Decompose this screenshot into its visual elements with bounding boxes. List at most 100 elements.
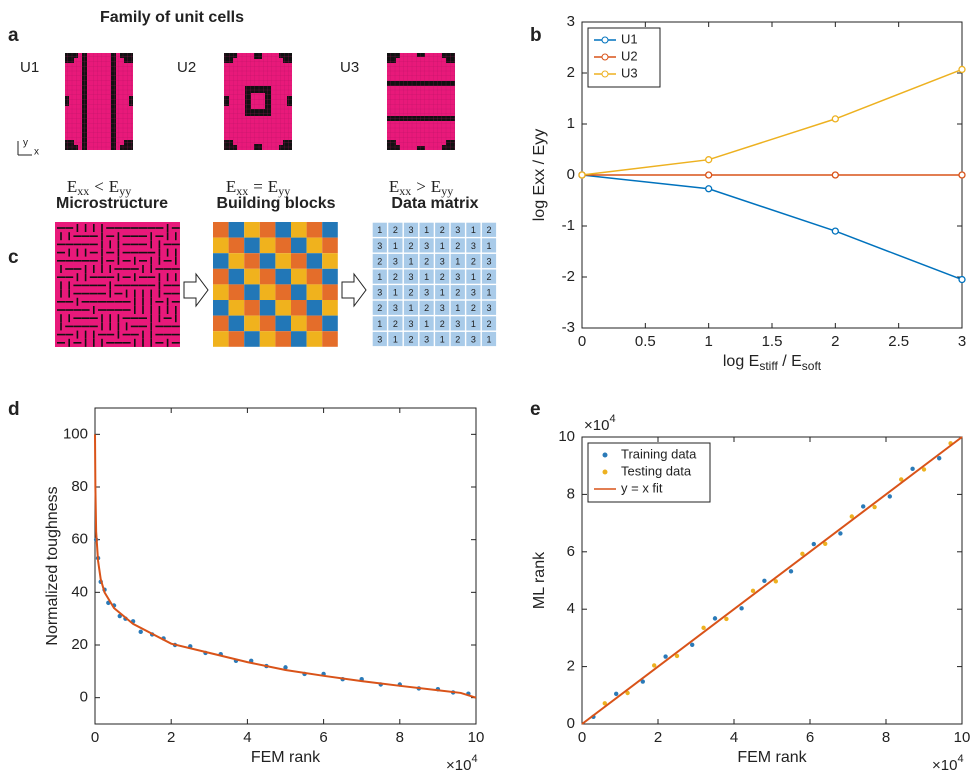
matrix-cell xyxy=(388,253,403,269)
building-block xyxy=(228,315,245,332)
matrix-cell xyxy=(388,285,403,300)
point xyxy=(652,663,657,668)
marker xyxy=(831,115,839,123)
building-block xyxy=(291,222,307,238)
section-title: Family of unit cells xyxy=(100,9,244,26)
x-tick-label: 10 xyxy=(468,729,485,746)
matrix-cell xyxy=(388,238,403,253)
point xyxy=(872,504,877,510)
point xyxy=(910,466,915,472)
matrix-value: 3 xyxy=(424,241,429,251)
building-block xyxy=(244,331,260,347)
relation-part: < xyxy=(94,177,104,196)
matrix-value: 3 xyxy=(408,319,413,329)
matrix-cell xyxy=(372,300,387,315)
y-tick-label: 3 xyxy=(567,13,575,30)
microstructure xyxy=(55,222,180,347)
matrix-cell xyxy=(481,238,497,253)
y-tick-label: 0 xyxy=(567,166,575,183)
building-block xyxy=(322,237,338,254)
building-block xyxy=(322,315,338,332)
point xyxy=(640,679,645,684)
building-block xyxy=(244,253,260,269)
multiplier-exp: 4 xyxy=(957,753,963,765)
matrix-value: 1 xyxy=(486,241,491,251)
line xyxy=(581,174,963,281)
relation-part: E xyxy=(431,177,441,196)
axis-multiplier: ×104 xyxy=(584,413,616,434)
matrix-cell xyxy=(403,331,419,347)
matrix-value: 2 xyxy=(471,256,476,266)
legend-marker xyxy=(601,70,609,78)
point xyxy=(614,691,619,697)
point xyxy=(838,531,843,536)
matrix-value: 1 xyxy=(377,319,382,329)
matrix-cell xyxy=(419,300,434,315)
point xyxy=(138,629,143,635)
y-tick-label: 20 xyxy=(71,636,88,653)
matrix-value: 1 xyxy=(471,272,476,282)
y-tick-label: -3 xyxy=(562,319,575,336)
y-tick-label: 2 xyxy=(567,64,575,81)
multiplier-base: ×10 xyxy=(446,757,471,774)
matrix-value: 2 xyxy=(440,272,445,282)
fit-line xyxy=(581,436,963,725)
legend-label: Testing data xyxy=(621,463,692,478)
x-tick-label: 3 xyxy=(958,333,966,350)
building-block xyxy=(322,331,338,347)
x-tick-label: 4 xyxy=(243,729,251,746)
matrix-cell xyxy=(372,331,387,347)
matrix-value: 2 xyxy=(377,256,382,266)
building-block xyxy=(228,268,245,285)
x-tick-label: 1 xyxy=(704,333,712,350)
y-tick-label: 10 xyxy=(558,428,575,445)
multiplier-exp: 4 xyxy=(609,413,615,425)
relation: Exx = Eyy xyxy=(226,177,290,198)
y-axis-label: Normalized toughness xyxy=(44,486,61,645)
x-tick-label: 2 xyxy=(654,729,662,746)
matrix-value: 2 xyxy=(471,303,476,313)
building-block xyxy=(275,222,291,238)
building-block xyxy=(306,268,323,285)
building-block xyxy=(259,331,276,347)
building-block xyxy=(213,237,229,254)
matrix-cell xyxy=(481,269,497,284)
building-block xyxy=(244,268,260,285)
cell-grid xyxy=(65,53,133,150)
building-block xyxy=(259,237,276,254)
x-axis-label-part: stiff xyxy=(759,359,778,373)
matrix-cell xyxy=(403,253,419,269)
matrix-value: 1 xyxy=(455,303,460,313)
legend-marker xyxy=(602,469,608,475)
multiplier-base: ×10 xyxy=(584,417,609,434)
building-block xyxy=(259,222,276,238)
point xyxy=(625,690,630,696)
matrix-cell xyxy=(388,316,403,331)
marker xyxy=(958,65,966,74)
matrix-cell xyxy=(403,300,419,315)
building-block xyxy=(306,222,323,238)
building-block xyxy=(228,222,245,238)
matrix-cell xyxy=(450,238,465,253)
matrix-value: 2 xyxy=(393,225,398,235)
x-axis-label: log Estiff / Esoft xyxy=(723,353,822,373)
matrix-value: 2 xyxy=(377,303,382,313)
point xyxy=(712,616,718,621)
building-block xyxy=(259,268,276,285)
matrix-cell xyxy=(388,269,403,284)
matrix-cell xyxy=(450,222,465,237)
matrix-value: 3 xyxy=(377,241,382,251)
matrix-cell xyxy=(419,285,434,300)
matrix-value: 3 xyxy=(377,288,382,298)
point xyxy=(663,654,668,659)
building-block xyxy=(291,331,307,347)
matrix-value: 1 xyxy=(440,288,445,298)
panel-label: c xyxy=(8,247,19,268)
point xyxy=(823,541,828,546)
panel-label: b xyxy=(530,25,542,46)
legend-marker xyxy=(601,36,609,44)
matrix-cell xyxy=(466,253,481,269)
matrix-cell xyxy=(466,300,481,315)
matrix-cell xyxy=(419,238,434,253)
